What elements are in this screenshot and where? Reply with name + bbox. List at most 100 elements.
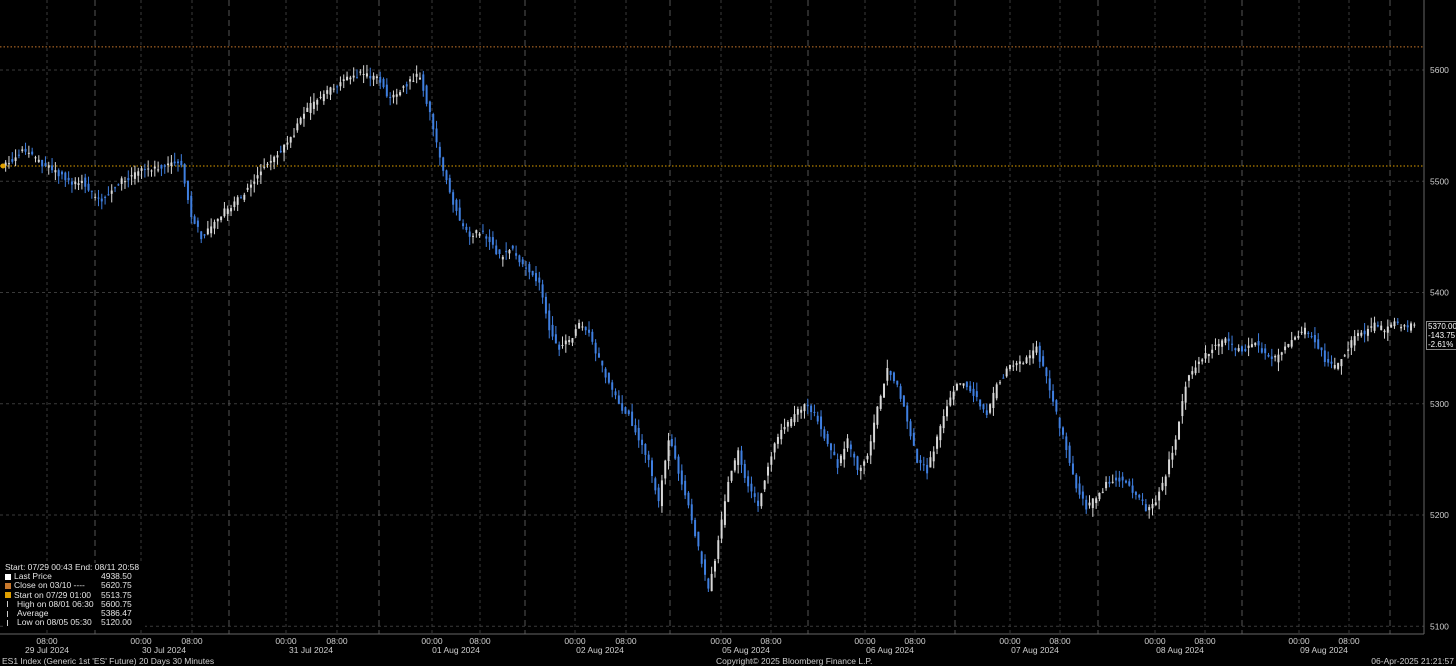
- candle-body: [989, 404, 992, 413]
- candle-body: [495, 245, 498, 255]
- candle-body: [975, 391, 978, 398]
- candle-body: [1323, 350, 1326, 363]
- candle-body: [969, 385, 972, 392]
- candle-body: [823, 429, 826, 439]
- candle-body: [173, 161, 176, 164]
- candle-body: [1277, 354, 1280, 363]
- candle-body: [1028, 355, 1031, 359]
- candle-body: [80, 180, 83, 183]
- candle-body: [180, 160, 183, 166]
- candle-body: [1366, 329, 1369, 336]
- candle-body: [1025, 357, 1028, 364]
- legend-value: 5600.75: [101, 598, 132, 609]
- candle-body: [902, 395, 905, 407]
- candle-body: [442, 157, 445, 171]
- candle-body: [1217, 343, 1220, 347]
- legend-item: High on 08/01 06:30 5600.75: [5, 598, 145, 609]
- candle-body: [1330, 361, 1333, 364]
- candle-body: [770, 456, 773, 465]
- candle-body: [1227, 338, 1230, 342]
- x-date-label: 31 Jul 2024: [289, 645, 333, 655]
- candle-body: [561, 345, 564, 347]
- candle-body: [372, 75, 375, 80]
- legend-value: 5386.47: [101, 607, 132, 618]
- x-time-label: 08:00: [469, 636, 491, 646]
- candle-body: [624, 407, 627, 414]
- candle-body: [213, 221, 216, 229]
- candle-body: [1184, 386, 1187, 403]
- candle-body: [743, 463, 746, 478]
- candle-body: [521, 259, 524, 265]
- candle-body: [945, 406, 948, 417]
- candle-body: [1340, 359, 1343, 367]
- legend-value: 5513.75: [101, 589, 132, 600]
- candle-body: [1274, 356, 1277, 358]
- candle-body: [614, 391, 617, 396]
- candle-body: [1390, 324, 1393, 328]
- candle-body: [1393, 321, 1396, 327]
- candle-body: [1270, 356, 1273, 359]
- legend-header: Start: 07/29 00:43 End: 08/11 20:58: [5, 562, 140, 572]
- candle-body: [690, 504, 693, 521]
- candle-body: [1015, 363, 1018, 366]
- candle-body: [1396, 321, 1399, 323]
- candle-body: [1098, 492, 1101, 500]
- candle-body: [147, 168, 150, 170]
- candle-body: [1164, 476, 1167, 487]
- candle-body: [342, 79, 345, 81]
- candle-body: [1197, 361, 1200, 365]
- candle-body: [1207, 353, 1210, 357]
- candle-body: [1400, 326, 1403, 329]
- candle-body: [949, 397, 952, 406]
- candle-body: [223, 208, 226, 217]
- candle-body: [57, 170, 60, 177]
- candle-body: [1071, 463, 1074, 475]
- x-date-label: 01 Aug 2024: [432, 645, 480, 655]
- candle-body: [1204, 353, 1207, 359]
- candle-body: [1138, 494, 1141, 498]
- candle-body: [389, 97, 392, 99]
- candle-body: [117, 184, 120, 186]
- candle-body: [1158, 491, 1161, 501]
- candle-body: [999, 382, 1002, 384]
- candle-body: [707, 578, 710, 589]
- candle-body: [515, 253, 518, 256]
- candle-body: [1244, 348, 1247, 352]
- candle-body: [601, 360, 604, 366]
- candle-body: [143, 168, 146, 170]
- candle-body: [1055, 400, 1058, 412]
- candle-body: [356, 77, 358, 79]
- x-time-label: 00:00: [130, 636, 152, 646]
- candle-body: [753, 493, 756, 497]
- candle-body: [773, 443, 776, 453]
- candle-body: [64, 172, 67, 181]
- legend-label: Last Price: [14, 572, 52, 582]
- candle-body: [395, 94, 398, 97]
- x-time-label: 08:00: [760, 636, 782, 646]
- candle-body: [876, 406, 879, 425]
- candle-body: [730, 470, 733, 481]
- candle-body: [1313, 334, 1316, 343]
- candle-body: [816, 415, 819, 422]
- candle-body: [21, 149, 24, 151]
- candle-body: [713, 560, 716, 572]
- candle-body: [803, 404, 806, 412]
- candle-body: [1211, 349, 1214, 354]
- x-time-label: 08:00: [904, 636, 926, 646]
- candle-body: [909, 421, 912, 437]
- candle-body: [588, 329, 591, 333]
- candle-body: [634, 425, 637, 433]
- candle-body: [190, 195, 193, 218]
- candle-body: [611, 382, 614, 390]
- candle-body: [94, 196, 97, 198]
- candle-body: [670, 439, 673, 447]
- footer-timestamp: 06-Apr-2025 21:21:57: [1371, 656, 1454, 666]
- candle-body: [1002, 377, 1005, 379]
- candle-body: [167, 163, 170, 166]
- candle-body: [186, 180, 189, 201]
- candle-body: [1187, 375, 1190, 381]
- candle-body: [1124, 480, 1127, 483]
- candle-body: [428, 101, 431, 113]
- candle-body: [617, 395, 620, 405]
- candle-body: [1287, 343, 1290, 347]
